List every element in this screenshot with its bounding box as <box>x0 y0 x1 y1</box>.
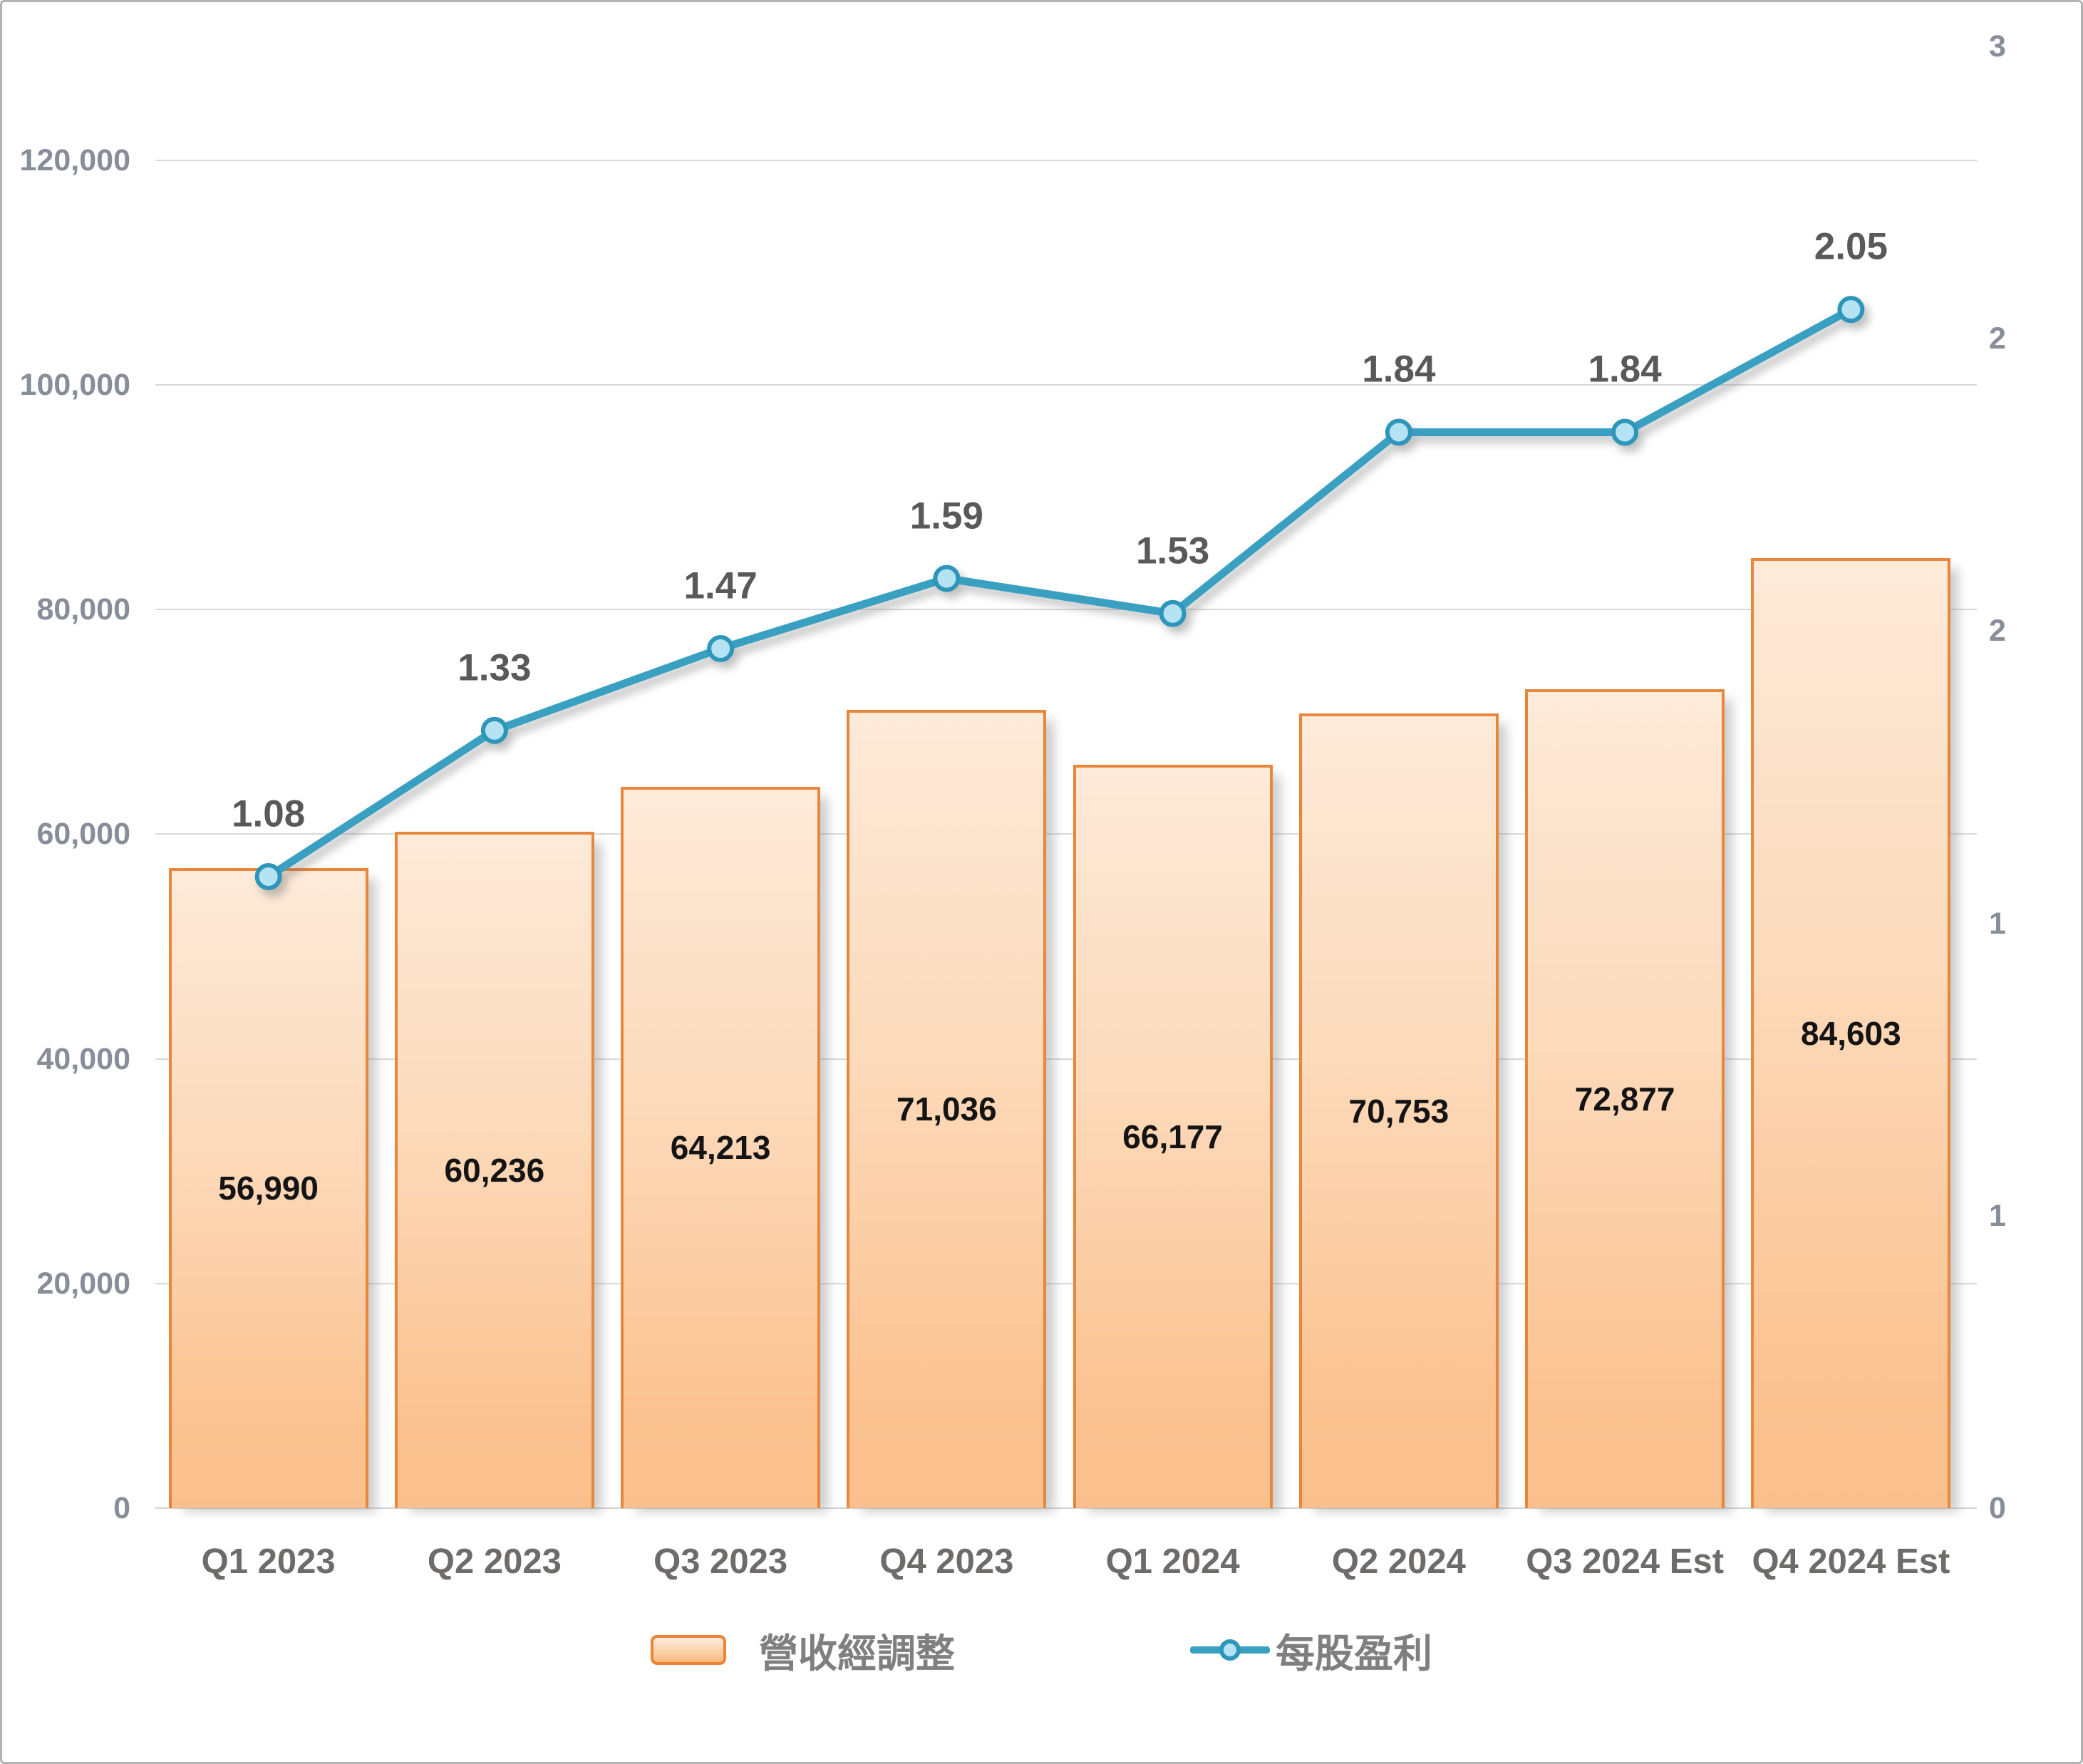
category-label: Q4 2023 <box>879 1542 1014 1581</box>
plot-area: 56,990 60,236 64,213 71,036 66,177 70,753 72,8… <box>155 46 1964 1508</box>
right-axis-tick-label: 1 <box>1989 1198 2006 1233</box>
legend: 營收經調整 每股盈利 <box>2 1621 2081 1678</box>
gridline <box>155 159 1977 161</box>
eps-marker-icon[interactable] <box>1159 599 1187 627</box>
left-axis-tick-label: 120,000 <box>19 143 130 177</box>
eps-value-label: 1.84 <box>1588 348 1662 391</box>
right-axis-tick-label: 1 <box>1989 906 2006 941</box>
legend-item-revenue[interactable]: 營收經調整 <box>650 1621 955 1678</box>
legend-revenue-label: 營收經調整 <box>758 1631 955 1676</box>
eps-marker-icon[interactable] <box>1837 296 1865 324</box>
left-axis-tick-label: 100,000 <box>19 368 130 402</box>
eps-value-label: 1.84 <box>1362 348 1436 391</box>
revenue-value-label: 60,236 <box>444 1151 545 1189</box>
eps-line-path <box>266 306 1854 880</box>
revenue-bar[interactable] <box>847 710 1046 1508</box>
category-label: Q1 2023 <box>201 1542 336 1581</box>
revenue-bar[interactable] <box>1073 765 1273 1508</box>
eps-marker-icon[interactable] <box>480 716 508 744</box>
gridline <box>155 1507 1977 1509</box>
revenue-bar[interactable] <box>1525 689 1725 1508</box>
right-axis-tick-label: 2 <box>1989 321 2006 356</box>
eps-line[interactable] <box>155 46 1964 1508</box>
left-axis-tick-label: 60,000 <box>36 817 130 852</box>
gridline <box>155 1058 1977 1060</box>
eps-marker-icon[interactable] <box>933 564 961 592</box>
category-label: Q4 2024 Est <box>1752 1542 1950 1581</box>
eps-value-label: 1.47 <box>683 564 758 607</box>
gridline <box>155 609 1977 611</box>
revenue-bar[interactable] <box>1299 713 1499 1508</box>
gridline <box>155 833 1977 835</box>
eps-marker-icon[interactable] <box>1611 418 1639 446</box>
revenue-value-label: 71,036 <box>896 1090 997 1128</box>
eps-marker-icon[interactable] <box>707 635 735 663</box>
revenue-value-label: 70,753 <box>1348 1092 1449 1130</box>
eps-value-label: 1.59 <box>909 495 983 537</box>
left-axis-tick-label: 20,000 <box>36 1266 130 1301</box>
category-label: Q2 2024 <box>1331 1542 1466 1581</box>
eps-value-label: 1.33 <box>458 646 532 689</box>
eps-line-marker-icon <box>1190 1635 1270 1665</box>
right-axis-tick-label: 3 <box>1989 29 2006 63</box>
category-label: Q1 2024 <box>1105 1542 1240 1581</box>
eps-marker-icon[interactable] <box>254 862 282 890</box>
gridline <box>155 384 1977 386</box>
revenue-bar[interactable] <box>621 787 820 1508</box>
revenue-value-label: 56,990 <box>218 1170 319 1207</box>
left-axis-tick-label: 80,000 <box>36 592 130 627</box>
category-label: Q3 2023 <box>653 1542 788 1581</box>
revenue-value-label: 66,177 <box>1122 1118 1223 1155</box>
revenue-value-label: 84,603 <box>1801 1014 1901 1052</box>
legend-eps-label: 每股盈利 <box>1276 1631 1433 1676</box>
revenue-bar[interactable] <box>169 868 368 1508</box>
category-label: Q2 2023 <box>427 1542 562 1581</box>
eps-value-label: 1.08 <box>232 793 306 835</box>
revenue-value-label: 64,213 <box>670 1129 771 1166</box>
eps-marker-icon[interactable] <box>1385 418 1412 446</box>
revenue-bar[interactable] <box>1751 558 1950 1508</box>
category-label: Q3 2024 Est <box>1526 1542 1725 1581</box>
revenue-value-label: 72,877 <box>1574 1080 1675 1118</box>
left-axis-tick-label: 40,000 <box>36 1041 130 1076</box>
revenue-swatch-icon <box>650 1635 726 1665</box>
legend-item-eps[interactable]: 每股盈利 <box>1190 1621 1432 1678</box>
right-axis-tick-label: 0 <box>1989 1491 2006 1525</box>
eps-value-label: 1.53 <box>1136 530 1210 572</box>
revenue-bar[interactable] <box>395 832 594 1508</box>
right-axis-tick-label: 2 <box>1989 614 2006 649</box>
left-axis-tick-label: 0 <box>113 1491 130 1525</box>
gridline <box>155 1282 1977 1284</box>
eps-value-label: 2.05 <box>1814 225 1888 268</box>
